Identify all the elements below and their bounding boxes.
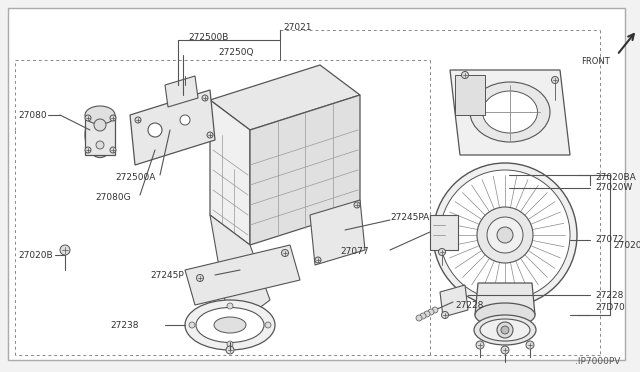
Text: 27245PA: 27245PA: [390, 214, 429, 222]
Circle shape: [526, 341, 534, 349]
Text: 27245P: 27245P: [150, 270, 184, 279]
Circle shape: [440, 170, 570, 300]
Circle shape: [428, 309, 434, 315]
Circle shape: [196, 275, 204, 282]
Ellipse shape: [85, 106, 115, 124]
Circle shape: [497, 322, 513, 338]
Circle shape: [438, 248, 445, 256]
Ellipse shape: [484, 287, 526, 303]
Circle shape: [180, 115, 190, 125]
Polygon shape: [130, 90, 215, 165]
Circle shape: [85, 115, 91, 121]
Circle shape: [227, 303, 233, 309]
Circle shape: [354, 202, 360, 208]
Ellipse shape: [85, 112, 115, 157]
Text: 27072: 27072: [595, 235, 623, 244]
Polygon shape: [185, 245, 300, 305]
Circle shape: [148, 123, 162, 137]
Polygon shape: [250, 95, 360, 245]
Circle shape: [498, 183, 508, 193]
Ellipse shape: [470, 82, 550, 142]
Circle shape: [226, 346, 234, 354]
Ellipse shape: [477, 284, 532, 306]
Circle shape: [416, 315, 422, 321]
Text: 27020: 27020: [613, 241, 640, 250]
Circle shape: [552, 77, 559, 83]
Bar: [455, 75, 485, 115]
Text: 27228: 27228: [595, 291, 623, 299]
Circle shape: [135, 117, 141, 123]
Circle shape: [207, 132, 213, 138]
Circle shape: [227, 341, 233, 347]
Polygon shape: [450, 70, 570, 155]
Text: 27077: 27077: [340, 247, 369, 257]
Circle shape: [476, 341, 484, 349]
Text: 27250Q: 27250Q: [218, 48, 253, 57]
Circle shape: [461, 71, 468, 78]
Circle shape: [432, 307, 438, 313]
Circle shape: [501, 346, 509, 354]
Text: 27238: 27238: [110, 321, 138, 330]
Bar: [85, 115, 115, 155]
Circle shape: [424, 311, 430, 317]
Ellipse shape: [196, 308, 264, 343]
Circle shape: [110, 147, 116, 153]
Polygon shape: [440, 285, 468, 317]
Circle shape: [500, 172, 506, 178]
Polygon shape: [310, 200, 365, 265]
Text: 27080G: 27080G: [95, 193, 131, 202]
Circle shape: [85, 147, 91, 153]
Circle shape: [315, 257, 321, 263]
Text: 27D70: 27D70: [595, 304, 625, 312]
Text: .IP7000PV: .IP7000PV: [575, 357, 620, 366]
Circle shape: [110, 115, 116, 121]
Circle shape: [94, 119, 106, 131]
Circle shape: [96, 141, 104, 149]
Text: 27228: 27228: [455, 301, 483, 310]
Circle shape: [500, 186, 506, 190]
Polygon shape: [165, 76, 198, 107]
Text: 27021: 27021: [283, 23, 312, 32]
Bar: [430, 215, 458, 250]
Text: 272500A: 272500A: [115, 173, 156, 183]
Circle shape: [189, 322, 195, 328]
Ellipse shape: [474, 315, 536, 345]
Ellipse shape: [480, 319, 530, 341]
Circle shape: [202, 95, 208, 101]
Polygon shape: [210, 65, 360, 130]
Text: FRONT: FRONT: [581, 58, 610, 67]
Circle shape: [282, 250, 289, 257]
Circle shape: [420, 313, 426, 319]
Circle shape: [60, 245, 70, 255]
Circle shape: [477, 207, 533, 263]
Circle shape: [497, 169, 509, 181]
Circle shape: [487, 217, 523, 253]
Text: 27020BA: 27020BA: [595, 173, 636, 183]
Ellipse shape: [483, 91, 538, 133]
Polygon shape: [475, 283, 535, 315]
Ellipse shape: [185, 300, 275, 350]
Circle shape: [497, 227, 513, 243]
Circle shape: [442, 311, 449, 318]
Circle shape: [433, 163, 577, 307]
Polygon shape: [210, 100, 250, 245]
Circle shape: [501, 326, 509, 334]
Ellipse shape: [214, 317, 246, 333]
Polygon shape: [210, 215, 270, 330]
Text: 27020B: 27020B: [18, 250, 52, 260]
Text: 27080: 27080: [18, 110, 47, 119]
Text: 27020W: 27020W: [595, 183, 632, 192]
Text: 272500B: 272500B: [188, 32, 228, 42]
Ellipse shape: [475, 303, 535, 327]
Circle shape: [265, 322, 271, 328]
